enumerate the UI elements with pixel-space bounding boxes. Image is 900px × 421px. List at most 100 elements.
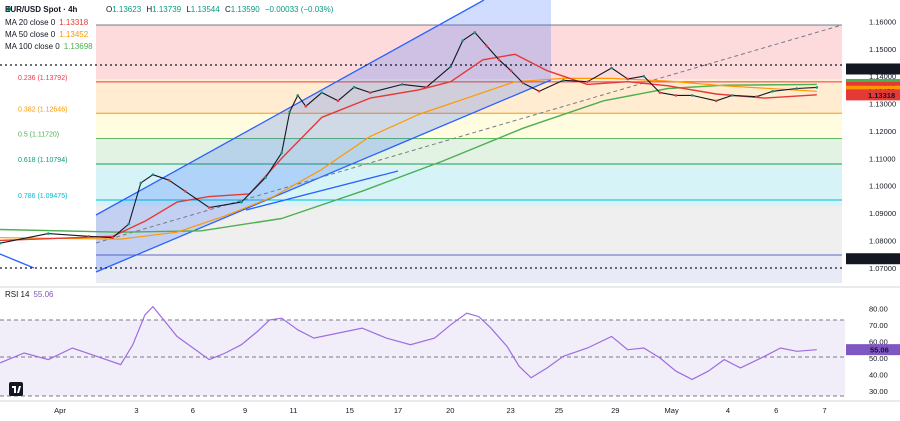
price-tick-label: 1.16000 xyxy=(869,17,896,26)
fib-zone-50 xyxy=(96,140,842,167)
ma20-value: 1.13318 xyxy=(59,18,88,27)
time-tick-label: 29 xyxy=(611,406,619,415)
time-tick-label: 7 xyxy=(822,406,826,415)
channel-upper-line xyxy=(95,0,485,216)
fib-zone-382 xyxy=(96,113,842,140)
price-point xyxy=(151,173,155,177)
series-line-eur-usd xyxy=(0,31,817,244)
price-point xyxy=(537,89,541,93)
price-tick-label: 1.12000 xyxy=(869,127,896,136)
price-point xyxy=(401,83,404,86)
rsi-pane xyxy=(0,319,845,397)
time-tick-label: 9 xyxy=(243,406,247,415)
rsi-tick-label: 30.00 xyxy=(869,387,888,396)
price-point xyxy=(352,85,356,89)
price-tick-label: 1.10000 xyxy=(869,182,896,191)
tradingview-logo xyxy=(9,382,23,396)
price-point xyxy=(586,80,589,83)
high-value: 1.13739 xyxy=(152,5,181,14)
price-point xyxy=(714,99,718,103)
series-line-ma-20 xyxy=(0,53,817,242)
rsi-axis: 80.00 70.00 60.00 50.00 40.00 30.00 55.06 xyxy=(846,304,900,396)
price-tick-label: 1.14000 xyxy=(869,72,896,81)
price-point xyxy=(610,66,613,70)
legend: EUR/USD Spot · 4h O1.13623 H1.13739 L1.1… xyxy=(5,5,334,299)
fib-zone-618 xyxy=(96,167,842,206)
price-point xyxy=(111,236,114,239)
time-tick-label: 4 xyxy=(726,406,730,415)
price-pane xyxy=(0,0,845,286)
price-point xyxy=(183,189,187,193)
price-point xyxy=(771,89,774,93)
price-point xyxy=(425,85,428,89)
svg-text:MA 100 close 01.13698: MA 100 close 0 1.13698 xyxy=(5,42,93,51)
price-tick-label: 1.08000 xyxy=(869,236,896,245)
price-point xyxy=(280,151,283,155)
rsi-tick-label: 50.00 xyxy=(869,354,888,363)
series-line-ma-100 xyxy=(0,83,817,233)
rsi-tick-label: 60.00 xyxy=(869,337,888,346)
price-point xyxy=(521,81,525,85)
time-tick-label: 6 xyxy=(191,406,195,415)
close-label: C xyxy=(225,5,231,14)
price-labels: 1.142641.136981.135901.134521.133181.073… xyxy=(846,63,900,265)
change-value: −0.00033 (−0.03%) xyxy=(265,5,334,14)
ma100-label: MA 100 close 0 xyxy=(5,42,60,51)
fib-label-2: 0.5 (1.11720) xyxy=(18,132,59,139)
price-point xyxy=(562,79,565,82)
ma50-value: 1.13452 xyxy=(59,30,88,39)
fib-label-4: 0.786 (1.09475) xyxy=(18,193,67,200)
price-point xyxy=(127,222,131,226)
support-trendline xyxy=(245,170,399,211)
fib-label-0: 0.236 (1.13792) xyxy=(18,75,67,82)
price-point xyxy=(658,91,662,94)
price-point xyxy=(449,65,452,68)
price-tag-label: 1.07331 xyxy=(868,255,895,264)
price-point xyxy=(336,99,340,103)
early-trendline xyxy=(0,253,35,269)
price-point xyxy=(167,178,171,182)
price-point xyxy=(207,206,211,209)
high-label: H xyxy=(146,5,152,14)
price-point xyxy=(674,94,678,97)
open-value: 1.13623 xyxy=(112,5,141,14)
ma20-label: MA 20 close 0 xyxy=(5,18,56,27)
svg-text:MA 50 close 01.13452: MA 50 close 0 1.13452 xyxy=(5,30,89,39)
rsi-band xyxy=(0,320,845,396)
price-point xyxy=(139,181,143,185)
price-tag-bg xyxy=(846,63,900,75)
price-tag-label: 1.13318 xyxy=(868,91,895,100)
price-point xyxy=(304,105,308,108)
price-point xyxy=(509,69,513,73)
rsi-value-tag: 55.06 xyxy=(870,346,889,355)
price-point xyxy=(497,58,501,62)
price-point xyxy=(642,74,646,78)
channel-mid-dashed-line xyxy=(95,24,843,244)
price-point xyxy=(690,94,694,97)
fib-zone-786 xyxy=(96,206,842,255)
price-point xyxy=(87,235,90,238)
price-point xyxy=(815,86,819,89)
price-tag-bg xyxy=(846,253,900,265)
time-tick-label: 25 xyxy=(555,406,563,415)
time-tick-label: 3 xyxy=(134,406,138,415)
ma50-label: MA 50 close 0 xyxy=(5,30,56,39)
price-point xyxy=(240,200,243,204)
time-tick-label: 20 xyxy=(446,406,454,415)
price-point xyxy=(461,39,465,42)
price-tick-label: 1.13000 xyxy=(869,100,896,109)
time-tick-label: 23 xyxy=(506,406,514,415)
series-layer xyxy=(0,31,819,245)
time-tick-label: 6 xyxy=(774,406,778,415)
price-point xyxy=(368,91,372,94)
fib-zone-bottom xyxy=(96,255,842,283)
fib-zones xyxy=(96,24,842,283)
price-tick-label: 1.07000 xyxy=(869,264,896,273)
price-point xyxy=(731,94,734,97)
price-axis: 1.16000 1.15000 1.14000 1.13000 1.12000 1.110… xyxy=(869,17,896,272)
price-point xyxy=(485,44,489,48)
low-value: 1.13544 xyxy=(191,5,220,14)
time-axis: Apr 3 6 9 11 15 17 20 23 25 29 May 4 6 7 xyxy=(54,406,826,415)
